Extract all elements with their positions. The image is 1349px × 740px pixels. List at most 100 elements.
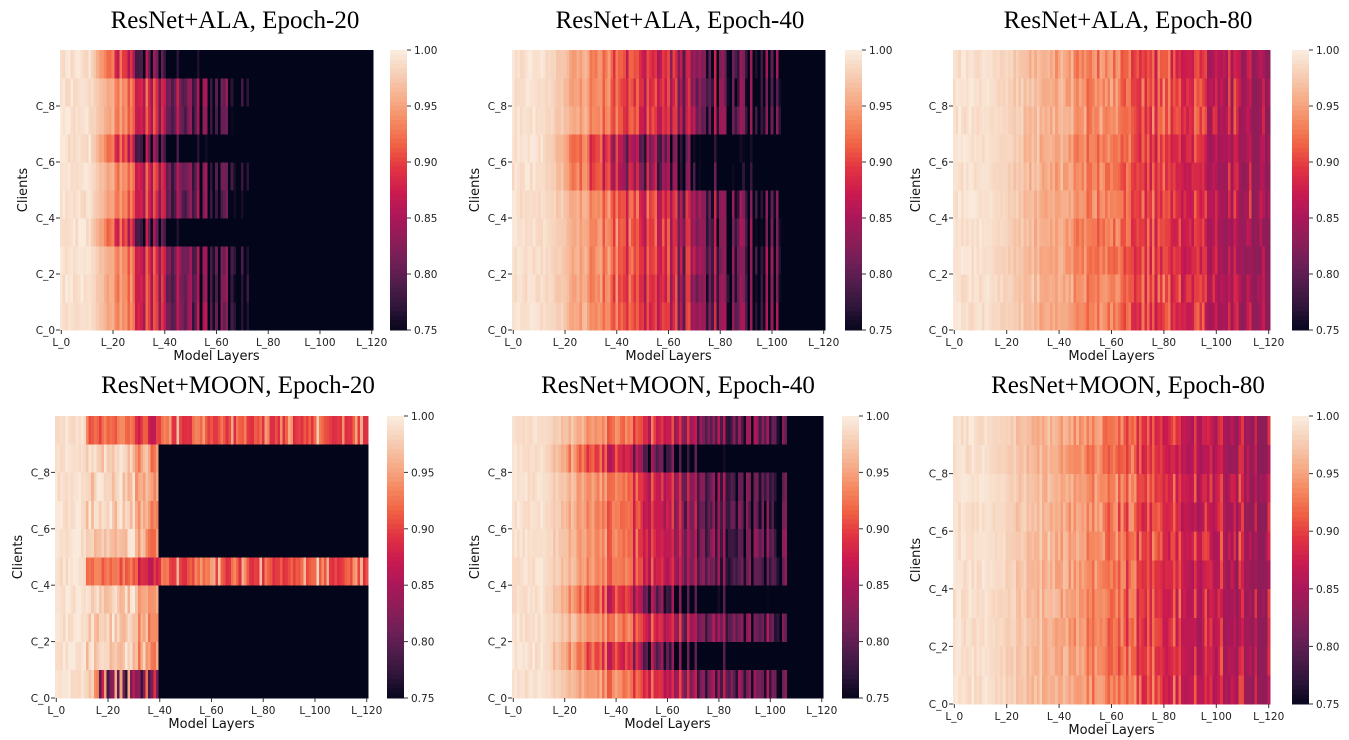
heatmap-cell: [571, 106, 575, 135]
heatmap-cell: [522, 190, 526, 219]
heatmap-cell: [537, 134, 542, 163]
heatmap-cell: [166, 162, 170, 191]
heatmap-cell: [550, 246, 554, 275]
heatmap-cell: [189, 274, 193, 303]
heatmap-cell: [140, 134, 144, 163]
heatmap-cell: [161, 472, 165, 501]
heatmap-cell: [269, 557, 273, 586]
heatmap-cell: [1110, 106, 1114, 135]
heatmap-cell: [718, 162, 723, 191]
heatmap-cell: [1005, 274, 1009, 303]
heatmap-cell: [1204, 134, 1208, 163]
heatmap-cell: [344, 302, 348, 331]
heatmap-cell: [241, 302, 245, 331]
heatmap-cell: [266, 134, 271, 163]
heatmap-cell: [1222, 246, 1227, 275]
heatmap-cell: [199, 444, 204, 473]
heatmap-cell: [101, 585, 105, 614]
heatmap-cell: [615, 246, 619, 275]
heatmap-cell: [160, 162, 165, 191]
heatmap-cell: [254, 50, 258, 79]
colorbar-segment: [390, 54, 407, 60]
heatmap-cell: [365, 50, 369, 79]
heatmap-cell: [817, 78, 821, 107]
heatmap-cell: [955, 246, 959, 275]
heatmap-cell: [1015, 218, 1020, 247]
heatmap-cell: [171, 162, 175, 191]
heatmap-cell: [553, 190, 557, 219]
heatmap-cell: [189, 218, 193, 247]
heatmap-cell: [75, 50, 79, 79]
heatmap-cell: [65, 246, 69, 275]
heatmap-cell: [62, 641, 66, 671]
heatmap-cell: [168, 274, 172, 303]
heatmap-cell: [163, 557, 167, 586]
heatmap-cell: [605, 134, 609, 163]
heatmap-cell: [360, 78, 364, 107]
heatmap-cell: [91, 557, 95, 586]
heatmap-cell: [724, 302, 728, 331]
heatmap-cell: [98, 669, 103, 699]
heatmap-cell: [305, 106, 309, 135]
heatmap-cell: [334, 218, 338, 247]
heatmap-cell: [742, 246, 746, 275]
heatmap-cell: [235, 274, 240, 303]
heatmap-cell: [277, 669, 281, 699]
heatmap-cell: [142, 528, 147, 558]
heatmap-cell: [680, 246, 684, 275]
heatmap-cell: [968, 78, 972, 107]
heatmap-cell: [708, 302, 712, 331]
panel-title: ResNet+MOON, Epoch-20: [101, 372, 375, 399]
heatmap-cell: [292, 246, 296, 275]
colorbar-segment: [1292, 236, 1309, 242]
heatmap-cell: [220, 106, 224, 135]
heatmap-cell: [365, 500, 369, 530]
heatmap-cells: [55, 416, 369, 699]
heatmap-cell: [336, 585, 341, 614]
heatmap-cell: [135, 669, 139, 699]
heatmap-cell: [693, 190, 697, 219]
heatmap-cell: [1186, 162, 1190, 191]
heatmap-cell: [1118, 218, 1122, 247]
heatmap-cell: [192, 500, 196, 530]
heatmap-cell: [365, 190, 369, 219]
heatmap-cell: [1149, 78, 1153, 107]
heatmap-cell: [153, 78, 157, 107]
heatmap-cell: [690, 50, 694, 79]
heatmap-cell: [269, 246, 273, 275]
heatmap-cell: [147, 218, 152, 247]
heatmap-cell: [339, 669, 343, 699]
heatmap-cell: [204, 190, 209, 219]
heatmap-cell: [1199, 218, 1203, 247]
heatmap-cell: [297, 302, 302, 331]
heatmap-cell: [57, 641, 61, 671]
heatmap-cell: [266, 190, 271, 219]
heatmap-cell: [643, 50, 648, 79]
heatmap-cell: [711, 218, 715, 247]
heatmap-cell: [522, 78, 526, 107]
heatmap-cell: [576, 162, 580, 191]
heatmap-cell: [116, 274, 121, 303]
heatmap-cell: [809, 246, 813, 275]
heatmap-cell: [1139, 302, 1143, 331]
heatmap-cell: [220, 641, 224, 671]
heatmap-cell: [135, 613, 139, 642]
heatmap-cell: [194, 557, 198, 586]
heatmap-cell: [574, 190, 578, 219]
heatmap-cell: [225, 162, 229, 191]
heatmap-cell: [80, 218, 84, 247]
heatmap-cell: [274, 274, 278, 303]
heatmap-cell: [1256, 190, 1261, 219]
heatmap-cell: [122, 78, 126, 107]
heatmap-cell: [62, 302, 66, 331]
heatmap-cell: [781, 246, 785, 275]
heatmap-cell: [817, 190, 821, 219]
heatmap-cell: [796, 190, 800, 219]
heatmap-cell: [1225, 106, 1229, 135]
heatmap-cell: [342, 528, 346, 558]
heatmap-cell: [548, 274, 552, 303]
heatmap-cell: [695, 106, 699, 135]
heatmap-cell: [70, 641, 74, 671]
heatmap-cell: [241, 134, 245, 163]
heatmap-cell: [202, 218, 206, 247]
